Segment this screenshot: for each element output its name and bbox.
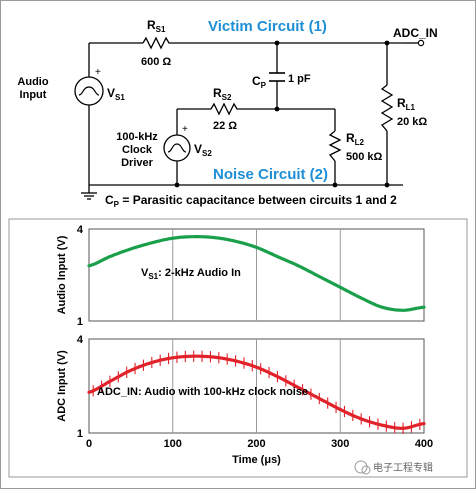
rs2-value: 22 Ω: [213, 120, 237, 132]
junction-dot: [274, 106, 280, 112]
series-annotation: VS1: 2-kHz Audio In: [141, 267, 241, 281]
rl2-resistor: [328, 130, 342, 162]
rs2-label: RS2: [213, 86, 232, 102]
rs1-resistor: [142, 36, 171, 50]
cp-label: CP: [252, 74, 267, 90]
ground-icon: [81, 185, 97, 200]
noise-circuit-title: Noise Circuit (2): [213, 166, 328, 183]
cp-capacitor: [269, 72, 285, 82]
vs2-label: VS2: [194, 142, 212, 158]
rl2-value: 500 kΩ: [346, 151, 383, 163]
svg-text:+: +: [95, 67, 101, 78]
rs1-value: 600 Ω: [141, 56, 171, 68]
x-tick-label: 300: [331, 438, 349, 450]
x-tick-label: 0: [86, 438, 92, 450]
audio-input-label-2: Input: [20, 89, 47, 101]
series-line: [87, 354, 426, 430]
x-axis-label: Time (μs): [232, 454, 281, 466]
wechat-icon: [354, 460, 368, 474]
clock-driver-label-1: 100-kHz: [116, 131, 158, 143]
vs1-label: VS1: [107, 86, 125, 102]
rl1-resistor: [380, 84, 394, 132]
junction-dot: [384, 182, 390, 188]
y-tick-label: 4: [77, 224, 84, 236]
x-tick-label: 100: [164, 438, 182, 450]
watermark-text: 电子工程专辑: [373, 461, 433, 474]
victim-circuit-title: Victim Circuit (1): [208, 18, 327, 35]
parasitic-note: CP = Parasitic capacitance between circu…: [105, 193, 397, 209]
y-tick-label: 1: [77, 428, 83, 440]
rl1-label: RL1: [397, 96, 416, 112]
clock-driver-label-2: Clock: [122, 144, 153, 156]
y-axis-label: Audio Input (V): [56, 235, 68, 314]
y-axis-label: ADC Input (V): [56, 350, 68, 422]
rs2-resistor: [210, 102, 239, 116]
junction-dot: [274, 40, 280, 46]
junction-dot: [384, 40, 390, 46]
y-tick-label: 4: [77, 334, 84, 346]
rl2-label: RL2: [346, 131, 365, 147]
vs2-source-icon: +: [163, 124, 191, 162]
vs1-source-icon: +: [74, 67, 104, 106]
rs1-label: RS1: [147, 18, 166, 34]
series-annotation: ADC_IN: Audio with 100-kHz clock noise: [97, 386, 308, 398]
watermark: 电子工程专辑: [354, 460, 433, 475]
adc-input-chart: 4 1 ADC Input (V) ADC_IN: Audio with 100-kH…: [56, 334, 433, 466]
schematic: [88, 42, 419, 186]
y-tick-label: 1: [77, 316, 83, 328]
x-tick-label: 400: [415, 438, 433, 450]
adc-terminal: [417, 39, 425, 47]
rl1-value: 20 kΩ: [397, 116, 427, 128]
junction-dot: [174, 182, 180, 188]
adc-in-label: ADC_IN: [393, 26, 438, 40]
junction-dot: [332, 182, 338, 188]
audio-input-chart: 4 1 Audio Input (V) VS1: 2-kHz Audio In: [56, 224, 426, 328]
clock-driver-label-3: Driver: [121, 157, 154, 169]
audio-input-label-1: Audio: [17, 76, 48, 88]
series-line: [87, 235, 426, 312]
svg-text:+: +: [182, 124, 188, 135]
cp-value: 1 pF: [288, 73, 311, 85]
x-tick-label: 200: [247, 438, 265, 450]
